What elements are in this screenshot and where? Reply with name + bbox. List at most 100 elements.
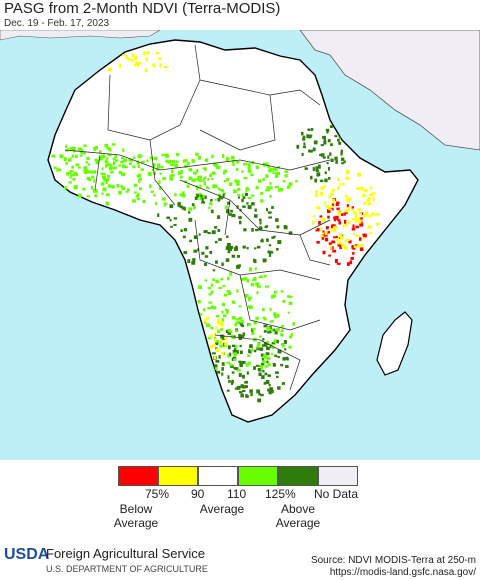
vegetation-pixel xyxy=(191,159,195,163)
vegetation-pixel xyxy=(213,343,216,347)
vegetation-pixel xyxy=(188,176,193,180)
vegetation-pixel xyxy=(221,310,224,314)
vegetation-pixel xyxy=(120,160,124,164)
vegetation-pixel xyxy=(219,344,223,348)
vegetation-pixel xyxy=(331,240,336,244)
vegetation-pixel xyxy=(263,342,268,347)
vegetation-pixel xyxy=(223,169,228,173)
vegetation-pixel xyxy=(343,219,347,224)
vegetation-pixel xyxy=(256,346,260,351)
vegetation-pixel xyxy=(316,240,320,244)
vegetation-pixel xyxy=(242,196,246,199)
vegetation-pixel xyxy=(316,205,320,210)
vegetation-pixel xyxy=(243,277,248,281)
vegetation-pixel xyxy=(333,216,336,220)
vegetation-pixel xyxy=(110,164,113,169)
vegetation-pixel xyxy=(140,160,145,163)
vegetation-pixel xyxy=(142,199,146,204)
vegetation-pixel xyxy=(148,184,152,189)
vegetation-pixel xyxy=(232,344,236,348)
vegetation-pixel xyxy=(227,250,231,254)
vegetation-pixel xyxy=(224,205,228,209)
vegetation-pixel xyxy=(174,163,179,168)
vegetation-pixel xyxy=(224,308,229,312)
vegetation-pixel xyxy=(197,248,200,252)
vegetation-pixel xyxy=(238,373,242,377)
vegetation-pixel xyxy=(98,156,102,161)
vegetation-pixel xyxy=(353,245,357,248)
vegetation-pixel xyxy=(346,238,351,242)
vegetation-pixel xyxy=(235,344,238,349)
vegetation-pixel xyxy=(287,295,290,299)
vegetation-pixel xyxy=(122,159,127,163)
agency-name: Foreign Agricultural Service xyxy=(46,546,205,561)
vegetation-pixel xyxy=(102,187,107,192)
vegetation-pixel xyxy=(261,375,265,380)
vegetation-pixel xyxy=(226,289,231,293)
vegetation-pixel xyxy=(138,180,141,183)
vegetation-pixel xyxy=(101,192,104,196)
vegetation-pixel xyxy=(256,389,260,394)
vegetation-pixel xyxy=(354,218,359,223)
vegetation-pixel xyxy=(282,357,286,361)
vegetation-pixel xyxy=(272,171,275,174)
vegetation-pixel xyxy=(325,204,330,208)
vegetation-pixel xyxy=(77,193,82,198)
vegetation-pixel xyxy=(203,181,206,186)
vegetation-pixel xyxy=(232,349,237,354)
vegetation-pixel xyxy=(235,318,239,321)
vegetation-pixel xyxy=(200,194,203,198)
vegetation-pixel xyxy=(105,157,109,160)
vegetation-pixel xyxy=(267,250,272,254)
vegetation-pixel xyxy=(226,243,231,247)
vegetation-pixel xyxy=(223,293,228,297)
vegetation-pixel xyxy=(328,242,332,245)
vegetation-pixel xyxy=(210,198,213,202)
vegetation-pixel xyxy=(342,224,345,228)
vegetation-pixel xyxy=(247,169,252,173)
vegetation-pixel xyxy=(229,363,233,367)
madagascar xyxy=(376,311,413,376)
vegetation-pixel xyxy=(155,168,158,171)
vegetation-pixel xyxy=(282,343,285,348)
vegetation-pixel xyxy=(330,158,334,163)
vegetation-pixel xyxy=(249,344,253,349)
vegetation-pixel xyxy=(285,365,289,368)
vegetation-pixel xyxy=(258,226,263,231)
vegetation-pixel xyxy=(211,171,216,175)
vegetation-pixel xyxy=(239,350,243,355)
legend-swatch-yellow xyxy=(158,466,198,486)
vegetation-pixel xyxy=(219,339,223,343)
vegetation-pixel xyxy=(221,262,224,265)
vegetation-pixel xyxy=(137,164,140,169)
vegetation-pixel xyxy=(260,362,265,366)
vegetation-pixel xyxy=(69,170,74,173)
vegetation-pixel xyxy=(208,293,212,296)
legend-tick-nodata: No Data xyxy=(314,487,359,501)
vegetation-pixel xyxy=(160,165,164,169)
vegetation-pixel xyxy=(262,177,265,182)
vegetation-pixel xyxy=(101,154,106,158)
vegetation-pixel xyxy=(265,208,268,212)
vegetation-pixel xyxy=(152,63,156,68)
vegetation-pixel xyxy=(338,221,342,225)
vegetation-pixel xyxy=(125,165,128,169)
vegetation-pixel xyxy=(270,186,273,190)
vegetation-pixel xyxy=(321,236,324,240)
vegetation-pixel xyxy=(266,340,269,345)
vegetation-pixel xyxy=(349,260,353,265)
vegetation-pixel xyxy=(284,348,287,351)
vegetation-pixel xyxy=(136,63,139,67)
vegetation-pixel xyxy=(73,185,78,190)
vegetation-pixel xyxy=(134,191,137,194)
vegetation-pixel xyxy=(214,240,218,244)
vegetation-pixel xyxy=(239,344,242,348)
vegetation-pixel xyxy=(362,233,367,238)
vegetation-pixel xyxy=(251,202,255,206)
vegetation-pixel xyxy=(106,174,111,178)
vegetation-pixel xyxy=(271,236,275,239)
vegetation-pixel xyxy=(310,175,313,180)
vegetation-pixel xyxy=(204,318,207,323)
vegetation-pixel xyxy=(242,205,246,208)
vegetation-pixel xyxy=(137,193,140,197)
